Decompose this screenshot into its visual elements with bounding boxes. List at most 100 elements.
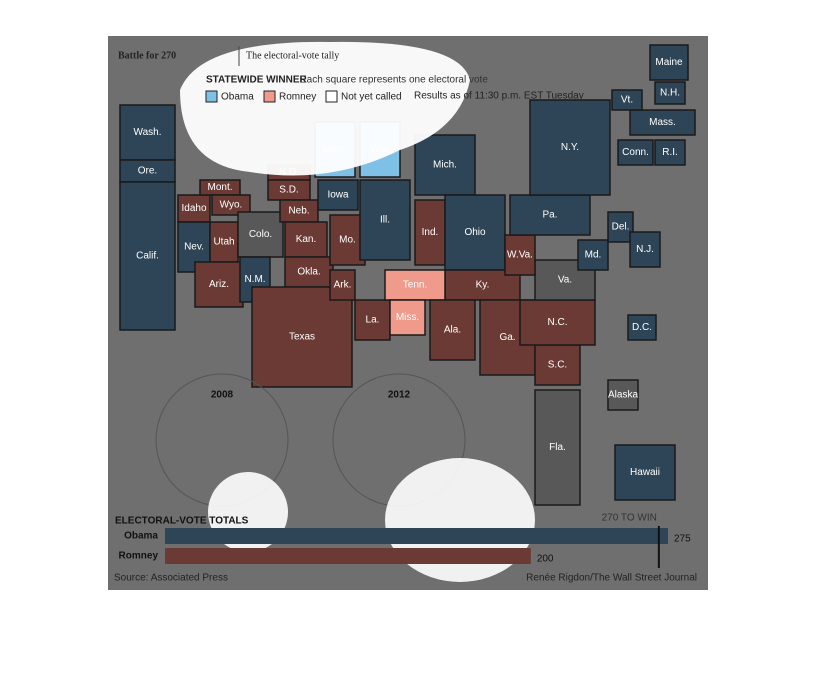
state-label: Hawaii	[630, 467, 660, 478]
state-label: N.J.	[636, 244, 654, 255]
bar-name: Romney	[119, 551, 159, 562]
state	[627, 314, 657, 341]
state	[384, 269, 446, 301]
state-label: La.	[366, 315, 380, 326]
state-label: Ohio	[464, 227, 486, 238]
state	[177, 194, 211, 223]
state	[209, 221, 239, 263]
state	[529, 99, 611, 196]
legend-label: Romney	[279, 92, 316, 103]
legend-swatch	[205, 90, 218, 103]
state	[354, 299, 391, 341]
state-label: Mass.	[649, 117, 676, 128]
state	[629, 231, 661, 268]
state	[429, 299, 476, 361]
state	[534, 344, 581, 386]
state-label: S.D.	[279, 185, 298, 196]
state	[654, 81, 686, 105]
state-label: Texas	[289, 332, 315, 343]
state-label: W.Va.	[507, 250, 533, 261]
legend-label: Obama	[221, 92, 254, 103]
state	[194, 261, 244, 308]
value-label: 275	[674, 534, 691, 545]
state-label: Ill.	[380, 215, 390, 226]
state	[649, 44, 689, 81]
state	[614, 444, 676, 501]
state-label: Miss.	[396, 312, 419, 323]
state-label: N.M.	[244, 274, 265, 285]
bar	[165, 548, 531, 564]
state-label: Idaho	[181, 203, 206, 214]
state	[607, 379, 639, 411]
state	[444, 194, 506, 271]
inset-label: 2012	[388, 390, 411, 401]
legend-swatch	[325, 90, 338, 103]
bar	[165, 528, 668, 544]
state-label: S.C.	[548, 360, 567, 371]
subtitle: The electoral-vote tally	[246, 50, 339, 61]
credit: Renée Rigdon/The Wall Street Journal	[526, 573, 697, 584]
state	[284, 256, 334, 288]
source: Source: Associated Press	[114, 573, 228, 584]
state	[251, 286, 353, 388]
state-label: D.C.	[632, 322, 652, 333]
state-label: Utah	[213, 237, 234, 248]
totals-heading: ELECTORAL-VOTE TOTALS	[115, 516, 249, 527]
legend-note: Each square represents one electoral vot…	[300, 75, 488, 86]
state	[509, 194, 591, 236]
state	[317, 179, 359, 211]
state-label: N.Y.	[561, 142, 579, 153]
highlight	[180, 41, 470, 176]
bar-name: Obama	[124, 531, 158, 542]
state-label: Neb.	[288, 206, 309, 217]
state	[504, 234, 536, 276]
threshold-label: 270 TO WIN	[602, 513, 657, 524]
title: Battle for 270	[118, 50, 176, 61]
state	[329, 214, 366, 266]
state-label: Colo.	[249, 229, 272, 240]
state-label: Mont.	[207, 182, 232, 193]
state	[359, 179, 411, 261]
inset-label: 2008	[211, 390, 234, 401]
state-label: Pa.	[542, 210, 557, 221]
state-label: Kan.	[296, 234, 317, 245]
state-label: Wyo.	[220, 200, 243, 211]
state-label: Alaska	[608, 390, 638, 401]
value-label: 200	[537, 554, 554, 565]
state-label: Fla.	[549, 442, 566, 453]
state	[211, 194, 251, 216]
state-label: Del.	[612, 222, 630, 233]
state-label: Mo.	[339, 235, 356, 246]
state	[534, 389, 581, 506]
state	[611, 89, 643, 111]
state	[577, 239, 609, 271]
state-label: Nev.	[184, 242, 204, 253]
state-label: Iowa	[327, 190, 349, 201]
state-label: Tenn.	[403, 280, 427, 291]
state-label: Maine	[655, 57, 683, 68]
legend-swatch	[263, 90, 276, 103]
timestamp: Results as of 11:30 p.m. EST Tuesday	[414, 91, 584, 102]
state-label: Ky.	[476, 280, 490, 291]
legend-label: Not yet called	[341, 92, 402, 103]
state	[414, 134, 476, 196]
state	[284, 221, 328, 258]
state	[617, 139, 654, 166]
state-label: Ark.	[334, 280, 352, 291]
state	[654, 139, 686, 166]
state	[119, 181, 176, 331]
state-label: Calif.	[136, 251, 159, 262]
state-label: Ala.	[444, 325, 461, 336]
state	[389, 299, 426, 336]
state	[329, 269, 356, 301]
state-label: Ore.	[138, 166, 157, 177]
state	[237, 211, 284, 258]
legend-heading: STATEWIDE WINNER	[206, 75, 308, 86]
state	[607, 211, 634, 243]
state	[629, 109, 696, 136]
state-label: Wash.	[134, 127, 162, 138]
state	[414, 199, 446, 266]
